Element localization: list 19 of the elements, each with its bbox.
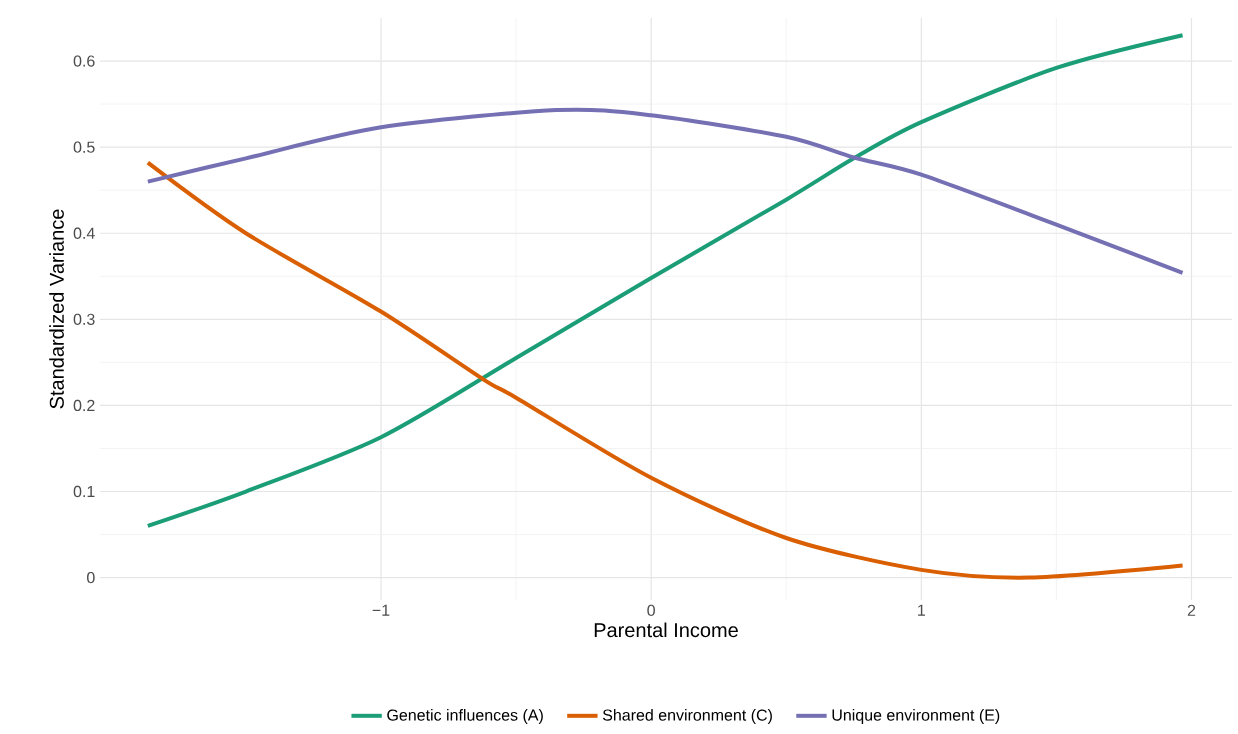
y-tick-label: 0.1 [73,485,95,498]
x-tick-label: −1 [372,604,390,616]
legend-label: Genetic influences (A) [387,709,543,724]
y-tick-label: 0.5 [73,141,95,153]
line-series [145,33,1185,528]
legend-label: Shared environment (C) [602,709,772,724]
y-tick-label: 0 [87,571,95,584]
line-series [145,160,1185,580]
y-tick-label: 0.3 [73,313,95,325]
legend-label: Unique environment (E) [832,709,1000,724]
y-tick-label: 0.2 [73,399,95,412]
x-tick-label: 2 [1187,604,1196,616]
y-axis-title: Standardized Variance [49,209,64,409]
y-tick-label: 0.4 [73,227,95,239]
x-tick-label: 1 [918,604,925,616]
y-tick-label: 0.6 [73,55,95,67]
line-series [145,107,1185,275]
x-tick-label: 0 [647,604,655,617]
x-axis-title: Parental Income [594,622,738,638]
